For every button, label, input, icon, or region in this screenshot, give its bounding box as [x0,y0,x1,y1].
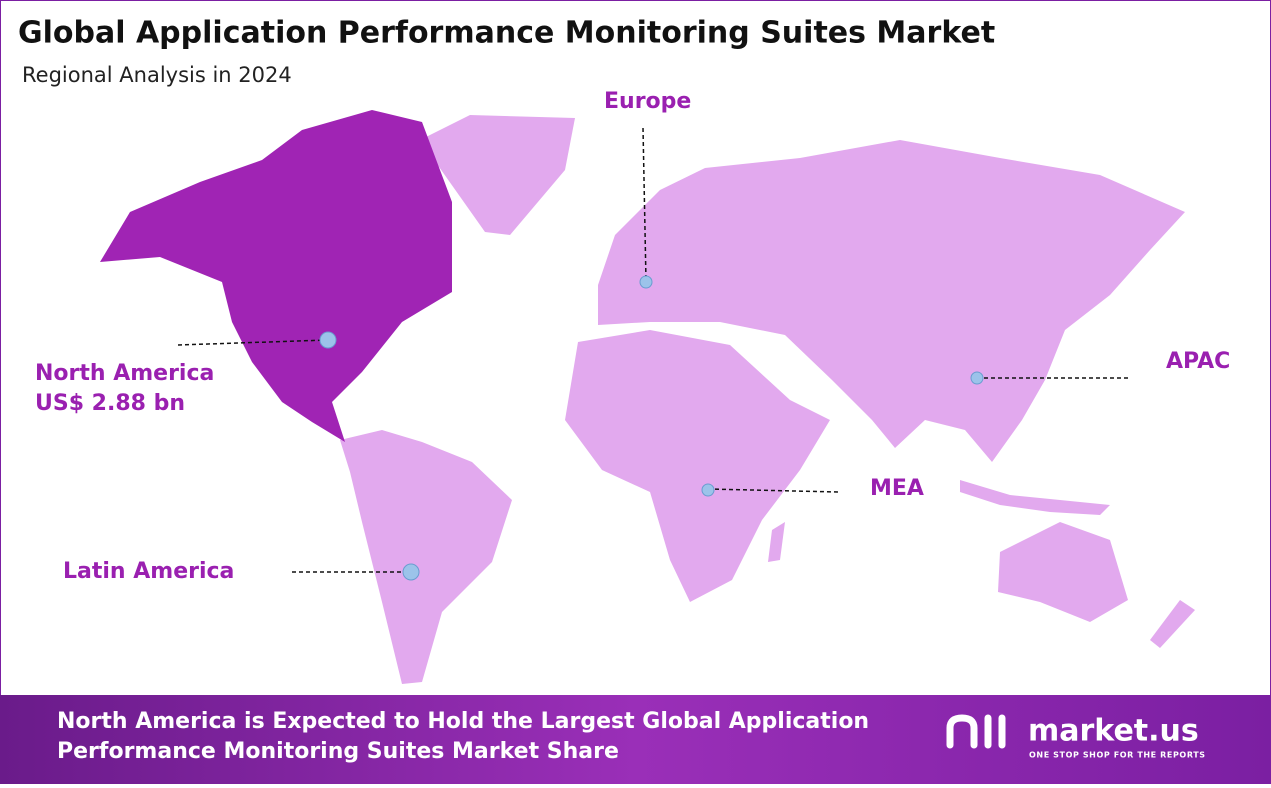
marker [319,331,337,349]
indonesia [960,480,1110,515]
title: Global Application Performance Monitorin… [18,16,995,51]
leader-lines [177,127,1128,573]
marker [639,275,653,289]
logo-arch [946,714,978,749]
eurasia [598,140,1185,462]
new-zealand [1150,600,1195,648]
region-value: US$ 2.88 bn [35,391,185,416]
north-america [100,110,452,442]
footer-text: North America is Expected to Hold the La… [57,709,869,734]
markers [319,275,984,581]
latin-america [340,430,512,684]
leader-line [707,488,839,493]
marker [402,563,420,581]
madagascar [768,522,785,562]
region-label: Latin America [63,559,234,584]
region-label: MEA [870,476,924,501]
brand-logo [946,714,1006,749]
footer-text: Performance Monitoring Suites Market Sha… [57,739,619,764]
subtitle: Regional Analysis in 2024 [22,63,292,87]
world-map [100,110,1195,684]
brand-tagline: ONE STOP SHOP FOR THE REPORTS [1029,751,1206,760]
region-label: APAC [1166,349,1230,374]
africa [565,330,830,602]
leader-line [642,127,647,282]
brand-name: market.us [1028,714,1199,749]
footer-band [0,695,1271,784]
marker [701,483,715,497]
marker [970,371,984,385]
region-label: Europe [604,89,691,114]
region-label: North America [35,361,214,386]
australia [998,522,1128,622]
greenland [420,115,575,235]
